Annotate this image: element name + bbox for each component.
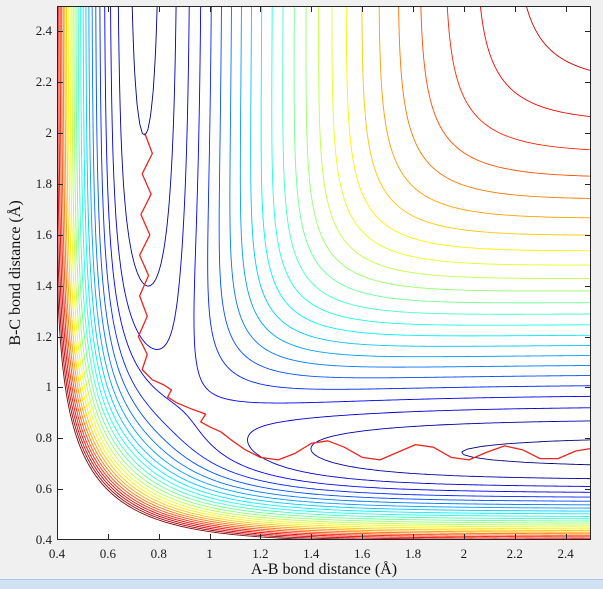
y-tick-label: 1.2 xyxy=(35,328,52,344)
x-tick-label: 1 xyxy=(206,546,213,561)
y-tick-label: 1.8 xyxy=(35,176,52,191)
y-tick-label: 0.6 xyxy=(35,481,52,497)
x-tick-label: 0.6 xyxy=(99,546,116,561)
y-tick-label: 2.4 xyxy=(35,23,52,39)
x-axis-label: A-B bond distance (Å) xyxy=(250,561,398,578)
y-tick-label: 1.4 xyxy=(35,277,52,293)
y-tick-label: 2.2 xyxy=(35,74,52,90)
x-tick-label: 2.2 xyxy=(506,546,523,561)
y-tick-label: 0.8 xyxy=(35,430,52,446)
y-tick-label: 0.4 xyxy=(35,532,52,547)
x-tick-label: 0.4 xyxy=(48,546,66,561)
contour-plot-canvas xyxy=(57,6,591,540)
x-tick-label: 2 xyxy=(460,546,468,561)
x-tick-label: 1.4 xyxy=(303,546,320,561)
x-tick-label: 1.2 xyxy=(252,546,269,561)
y-tick-label: 1.6 xyxy=(35,226,52,242)
x-tick-label: 2.4 xyxy=(557,546,574,561)
x-tick-label: 1.8 xyxy=(404,546,422,561)
y-tick-label: 1 xyxy=(45,379,53,395)
x-tick-label: 1.6 xyxy=(354,546,371,561)
y-axis-label: B-C bond distance (Å) xyxy=(7,200,24,346)
y-tick-label: 2 xyxy=(45,125,53,141)
x-tick-label: 0.8 xyxy=(150,546,167,561)
plot-area xyxy=(57,6,591,540)
window-edge-strip xyxy=(0,579,603,589)
